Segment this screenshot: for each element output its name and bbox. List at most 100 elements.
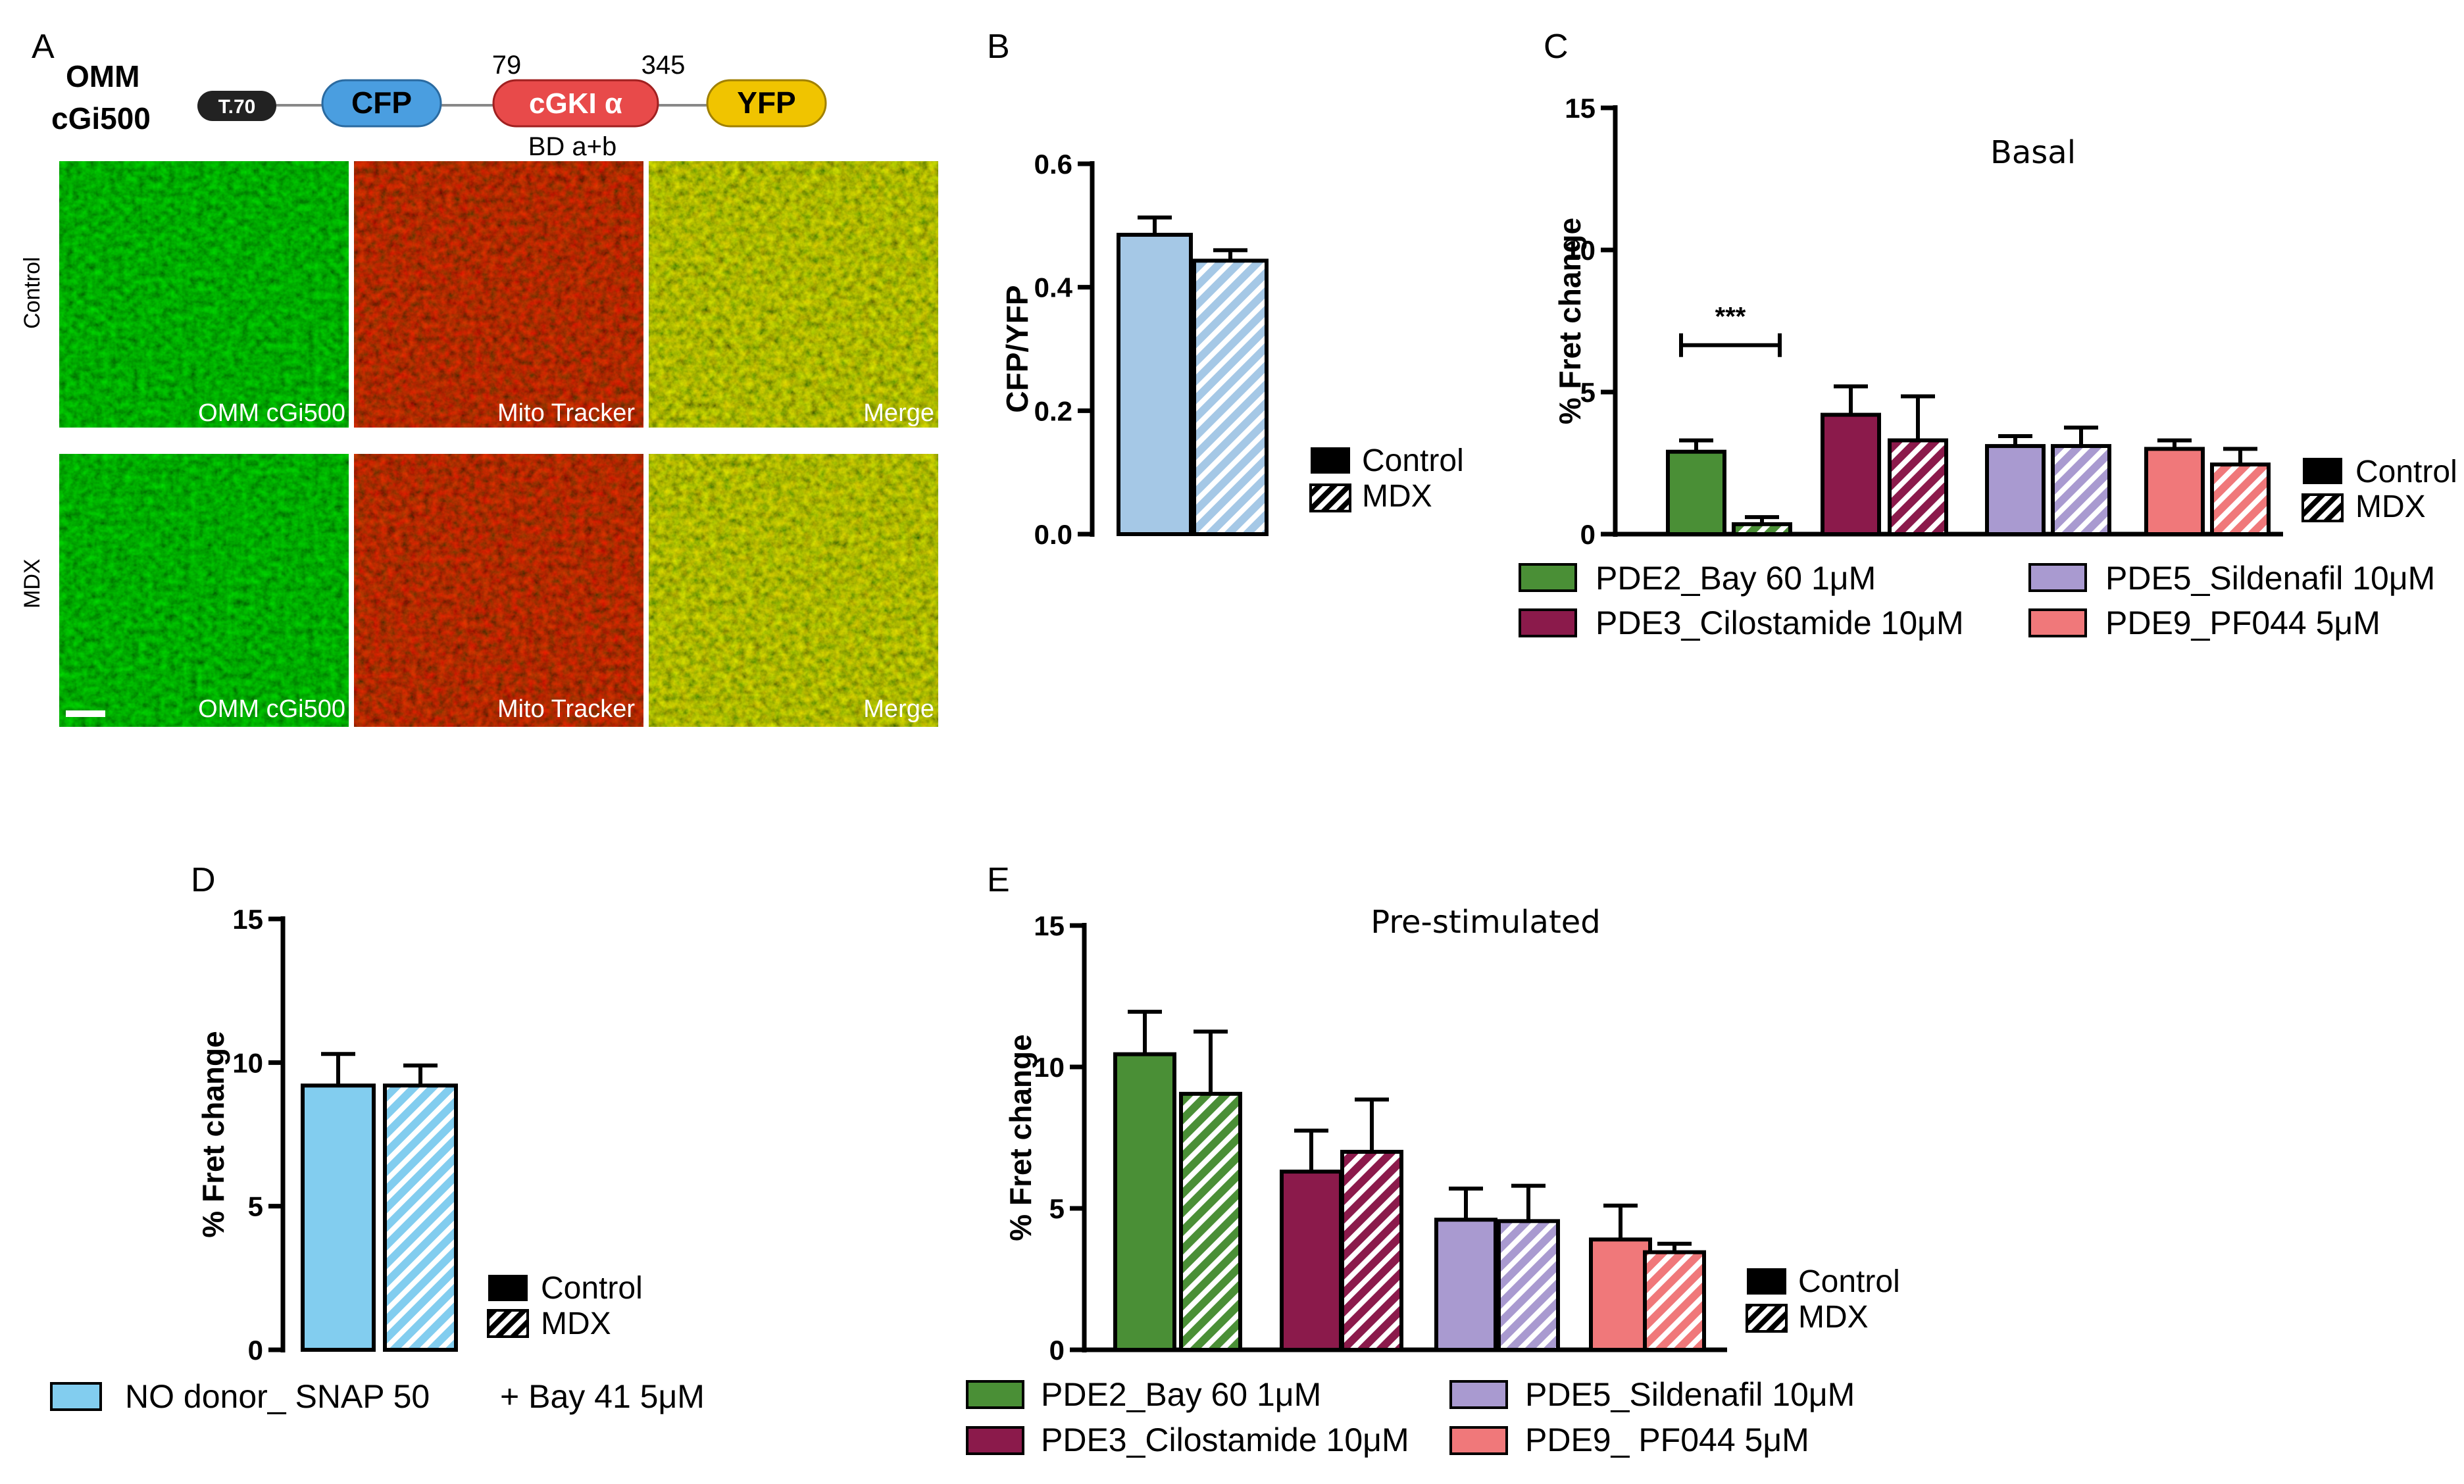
chart-c-title: Basal xyxy=(1990,134,2076,171)
legend-d-bay41-label: + Bay 41 5μM xyxy=(500,1378,705,1415)
chart-c-y-label: % Fret change xyxy=(1553,218,1587,424)
chart-b-ytick-label: 0.6 xyxy=(1034,149,1072,180)
chart-d-ytick-label: 5 xyxy=(248,1191,263,1222)
chart-e-ytick-label: 10 xyxy=(1034,1052,1065,1083)
legend-d-nodonor-swatch xyxy=(50,1382,102,1411)
chart-e-y-label: % Fret change xyxy=(1003,1034,1038,1241)
label-mdx-omm: OMM cGi500 xyxy=(198,695,345,723)
panel-c: C 0 5 10 15 % Fret change Basal *** xyxy=(1544,28,2283,550)
legend-c: Control MDX xyxy=(2301,455,2457,524)
chart-b-ytick-label: 0.4 xyxy=(1034,272,1073,303)
chart-c-bar-hatch xyxy=(2055,448,2107,532)
image-control-omm-texture xyxy=(59,161,349,428)
chart-e-ytick-label: 15 xyxy=(1034,910,1065,941)
chart-b: 0.0 0.2 0.4 0.6 CFP/YFP xyxy=(1000,149,1269,550)
panel-a-letter: A xyxy=(32,28,55,66)
chart-e-ytick-label: 0 xyxy=(1049,1335,1065,1366)
t70-label: T.70 xyxy=(218,96,256,118)
panel-e: E 0 5 10 15 % Fret change Pre-stimulated xyxy=(987,861,1727,1366)
legend-e-control-label: Control xyxy=(1798,1264,1900,1299)
chart-b-bar xyxy=(1117,232,1193,536)
chart-b-ytick-label: 0.2 xyxy=(1034,395,1072,426)
legend-e-pde: PDE2_Bay 60 1μM PDE3_Cilostamide 10μM PD… xyxy=(966,1376,1855,1458)
chart-d-bar xyxy=(301,1083,376,1352)
legend-e-pde3-swatch xyxy=(966,1426,1024,1455)
chart-c-bar-hatch xyxy=(1736,526,1788,532)
legend-c-pde3-swatch xyxy=(1519,608,1577,637)
legend-c-pde2-label: PDE2_Bay 60 1μM xyxy=(1596,560,1876,597)
legend-c-pde3-label: PDE3_Cilostamide 10μM xyxy=(1596,605,1964,641)
legend-d: Control MDX xyxy=(487,1271,643,1341)
chart-c-bar xyxy=(1985,444,2046,537)
legend-e-control-swatch xyxy=(1747,1268,1786,1295)
panel-d-letter: D xyxy=(191,861,216,899)
image-mdx-mito-texture xyxy=(354,454,643,727)
chart-e-ytick-label: 5 xyxy=(1049,1193,1065,1224)
panel-b-letter: B xyxy=(987,28,1010,66)
chart-e-title: Pre-stimulated xyxy=(1370,904,1601,941)
legend-c-pde5-swatch xyxy=(2028,563,2087,592)
chart-c-bar xyxy=(1821,412,1881,536)
row-label-control: Control xyxy=(20,257,45,329)
legend-d-mdx-swatch xyxy=(487,1309,529,1338)
legend-d-mdx-label: MDX xyxy=(541,1306,611,1341)
legend-b-control-label: Control xyxy=(1362,443,1464,478)
legend-e-pde5-swatch xyxy=(1449,1380,1508,1409)
legend-c-control-swatch xyxy=(2303,458,2342,484)
legend-e-pde2-label: PDE2_Bay 60 1μM xyxy=(1041,1376,1321,1413)
panel-a: A OMM cGi500 T.70 CFP cGKI α YFP 79 345 … xyxy=(20,28,938,727)
construct-bd-label: BD a+b xyxy=(528,132,617,161)
chart-d: 0 5 10 15 % Fret change xyxy=(196,904,458,1366)
row-label-mdx: MDX xyxy=(20,558,45,608)
legend-c-pde9-label: PDE9_PF044 5μM xyxy=(2105,605,2380,641)
chart-e-bar xyxy=(1434,1218,1497,1352)
chart-e-bar-hatch xyxy=(1501,1223,1556,1348)
legend-e-pde5-label: PDE5_Sildenafil 10μM xyxy=(1525,1376,1855,1413)
t70-box xyxy=(197,91,276,121)
image-control-mito-texture xyxy=(354,161,643,428)
chart-d-ytick-label: 10 xyxy=(232,1047,263,1078)
chart-c-bar xyxy=(2144,447,2205,537)
chart-d-y-label: % Fret change xyxy=(196,1031,230,1237)
legend-c-control-label: Control xyxy=(2355,455,2457,489)
chart-e-bar-hatch xyxy=(1647,1254,1702,1348)
chart-c: 0 5 10 15 % Fret change Basal *** xyxy=(1553,93,2283,550)
chart-c-ytick-label: 15 xyxy=(1565,93,1596,124)
chart-c-bar-hatch xyxy=(1892,442,1944,532)
yfp-label: YFP xyxy=(737,86,795,120)
chart-b-bar-hatch xyxy=(1196,262,1265,532)
legend-b-mdx-label: MDX xyxy=(1362,479,1432,514)
legend-c-mdx-label: MDX xyxy=(2355,489,2426,524)
image-mdx-omm-texture xyxy=(59,454,349,727)
chart-e-bar xyxy=(1113,1052,1176,1352)
panel-b: B 0.0 0.2 0.4 0.6 CFP/YFP xyxy=(987,28,1269,550)
legend-c-pde: PDE2_Bay 60 1μM PDE3_Cilostamide 10μM PD… xyxy=(1519,560,2435,641)
legend-e-mdx-swatch xyxy=(1746,1304,1788,1333)
cgk-box xyxy=(492,79,659,128)
chart-d-ytick-label: 0 xyxy=(248,1335,263,1366)
legend-c-pde2-swatch xyxy=(1519,563,1577,592)
legend-d-treatment: NO donor_ SNAP 50 + Bay 41 5μM xyxy=(50,1378,705,1415)
legend-e-pde9-swatch xyxy=(1449,1426,1508,1455)
legend-e-pde3-label: PDE3_Cilostamide 10μM xyxy=(1041,1422,1409,1458)
legend-e: Control MDX xyxy=(1746,1264,1900,1335)
legend-b: Control MDX xyxy=(1309,443,1464,514)
chart-d-bar-hatch xyxy=(387,1087,454,1348)
legend-d-control-swatch xyxy=(488,1275,528,1301)
chart-c-ytick-label: 10 xyxy=(1565,235,1596,266)
panel-d: D 0 5 10 15 % Fret change xyxy=(191,861,458,1366)
label-mdx-mito: Mito Tracker xyxy=(497,695,635,723)
label-mdx-merge: Merge xyxy=(863,695,934,723)
chart-e: 0 5 10 15 % Fret change Pre-stimulated xyxy=(1003,904,1727,1366)
chart-b-ytick-label: 0.0 xyxy=(1034,519,1072,550)
chart-d-ytick-label: 15 xyxy=(232,904,263,935)
chart-b-y-label: CFP/YFP xyxy=(1000,285,1034,412)
chart-e-bar xyxy=(1589,1237,1652,1352)
construct-num-end: 345 xyxy=(641,51,686,80)
panel-c-letter: C xyxy=(1544,28,1569,66)
cfp-label: CFP xyxy=(351,86,412,120)
label-control-omm: OMM cGi500 xyxy=(198,399,345,427)
chart-c-significance: *** xyxy=(1715,303,1746,332)
legend-c-pde9-swatch xyxy=(2028,608,2087,637)
chart-e-bar-hatch xyxy=(1344,1154,1399,1348)
